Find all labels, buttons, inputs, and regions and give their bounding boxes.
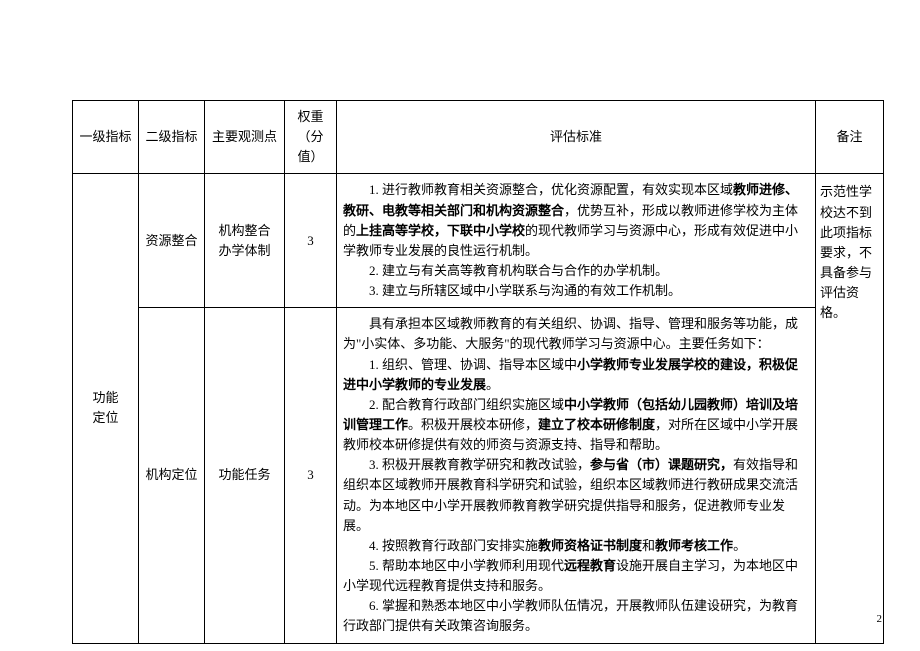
page-number: 2 [877,613,883,625]
header-note: 备注 [816,101,884,174]
cell-criteria-1: 1. 进行教师教育相关资源整合，优化资源配置，有效实现本区域教师进修、教研、电教… [337,174,816,308]
point1-text: 机构整合 办学体制 [218,223,270,258]
cell-level2-1: 资源整合 [139,174,205,308]
header-weight: 权重 （分值） [285,101,337,174]
table-row: 机构定位 功能任务 3 具有承担本区域教师教育的有关组织、协调、指导、管理和服务… [73,308,884,643]
evaluation-table: 一级指标 二级指标 主要观测点 权重 （分值） 评估标准 备注 功能 定位 资源… [72,100,884,644]
cell-point-1: 机构整合 办学体制 [205,174,285,308]
r2-p4: 4. 按照教育行政部门安排实施教师资格证书制度和教师考核工作。 [343,536,809,556]
r2-p5: 5. 帮助本地区中小学教师利用现代远程教育设施开展自主学习，为本地区中小学现代远… [343,556,809,596]
r1-p2: 2. 建立与有关高等教育机构联合与合作的办学机制。 [343,261,809,281]
header-point: 主要观测点 [205,101,285,174]
r2-p1: 1. 组织、管理、协调、指导本区域中小学教师专业发展学校的建设，积极促进中小学教… [343,355,809,395]
header-level1: 一级指标 [73,101,139,174]
r2-p3: 3. 积极开展教育教学研究和教改试验，参与省（市）课题研究，有效指导和组织本区域… [343,455,809,536]
cell-level1: 功能 定位 [73,174,139,643]
cell-criteria-2: 具有承担本区域教师教育的有关组织、协调、指导、管理和服务等功能，成为"小实体、多… [337,308,816,643]
r2-p6: 6. 掌握和熟悉本地区中小学教师队伍情况，开展教师队伍建设研究，为教育行政部门提… [343,596,809,636]
cell-weight-1: 3 [285,174,337,308]
header-row: 一级指标 二级指标 主要观测点 权重 （分值） 评估标准 备注 [73,101,884,174]
cell-weight-2: 3 [285,308,337,643]
r1-p3: 3. 建立与所辖区域中小学联系与沟通的有效工作机制。 [343,281,809,301]
table-row: 功能 定位 资源整合 机构整合 办学体制 3 1. 进行教师教育相关资源整合，优… [73,174,884,308]
level1-text: 功能 定位 [92,390,118,425]
header-weight-l2: （分值） [297,129,323,164]
r1-p1: 1. 进行教师教育相关资源整合，优化资源配置，有效实现本区域教师进修、教研、电教… [343,180,809,261]
cell-note: 示范性学校达不到此项指标要求，不具备参与评估资格。 [816,174,884,643]
header-weight-l1: 权重 [297,109,323,124]
r2-p0: 具有承担本区域教师教育的有关组织、协调、指导、管理和服务等功能，成为"小实体、多… [343,314,809,354]
header-criteria: 评估标准 [337,101,816,174]
r2-p2: 2. 配合教育行政部门组织实施区域中小学教师（包括幼儿园教师）培训及培训管理工作… [343,395,809,455]
cell-point-2: 功能任务 [205,308,285,643]
header-level2: 二级指标 [139,101,205,174]
cell-level2-2: 机构定位 [139,308,205,643]
